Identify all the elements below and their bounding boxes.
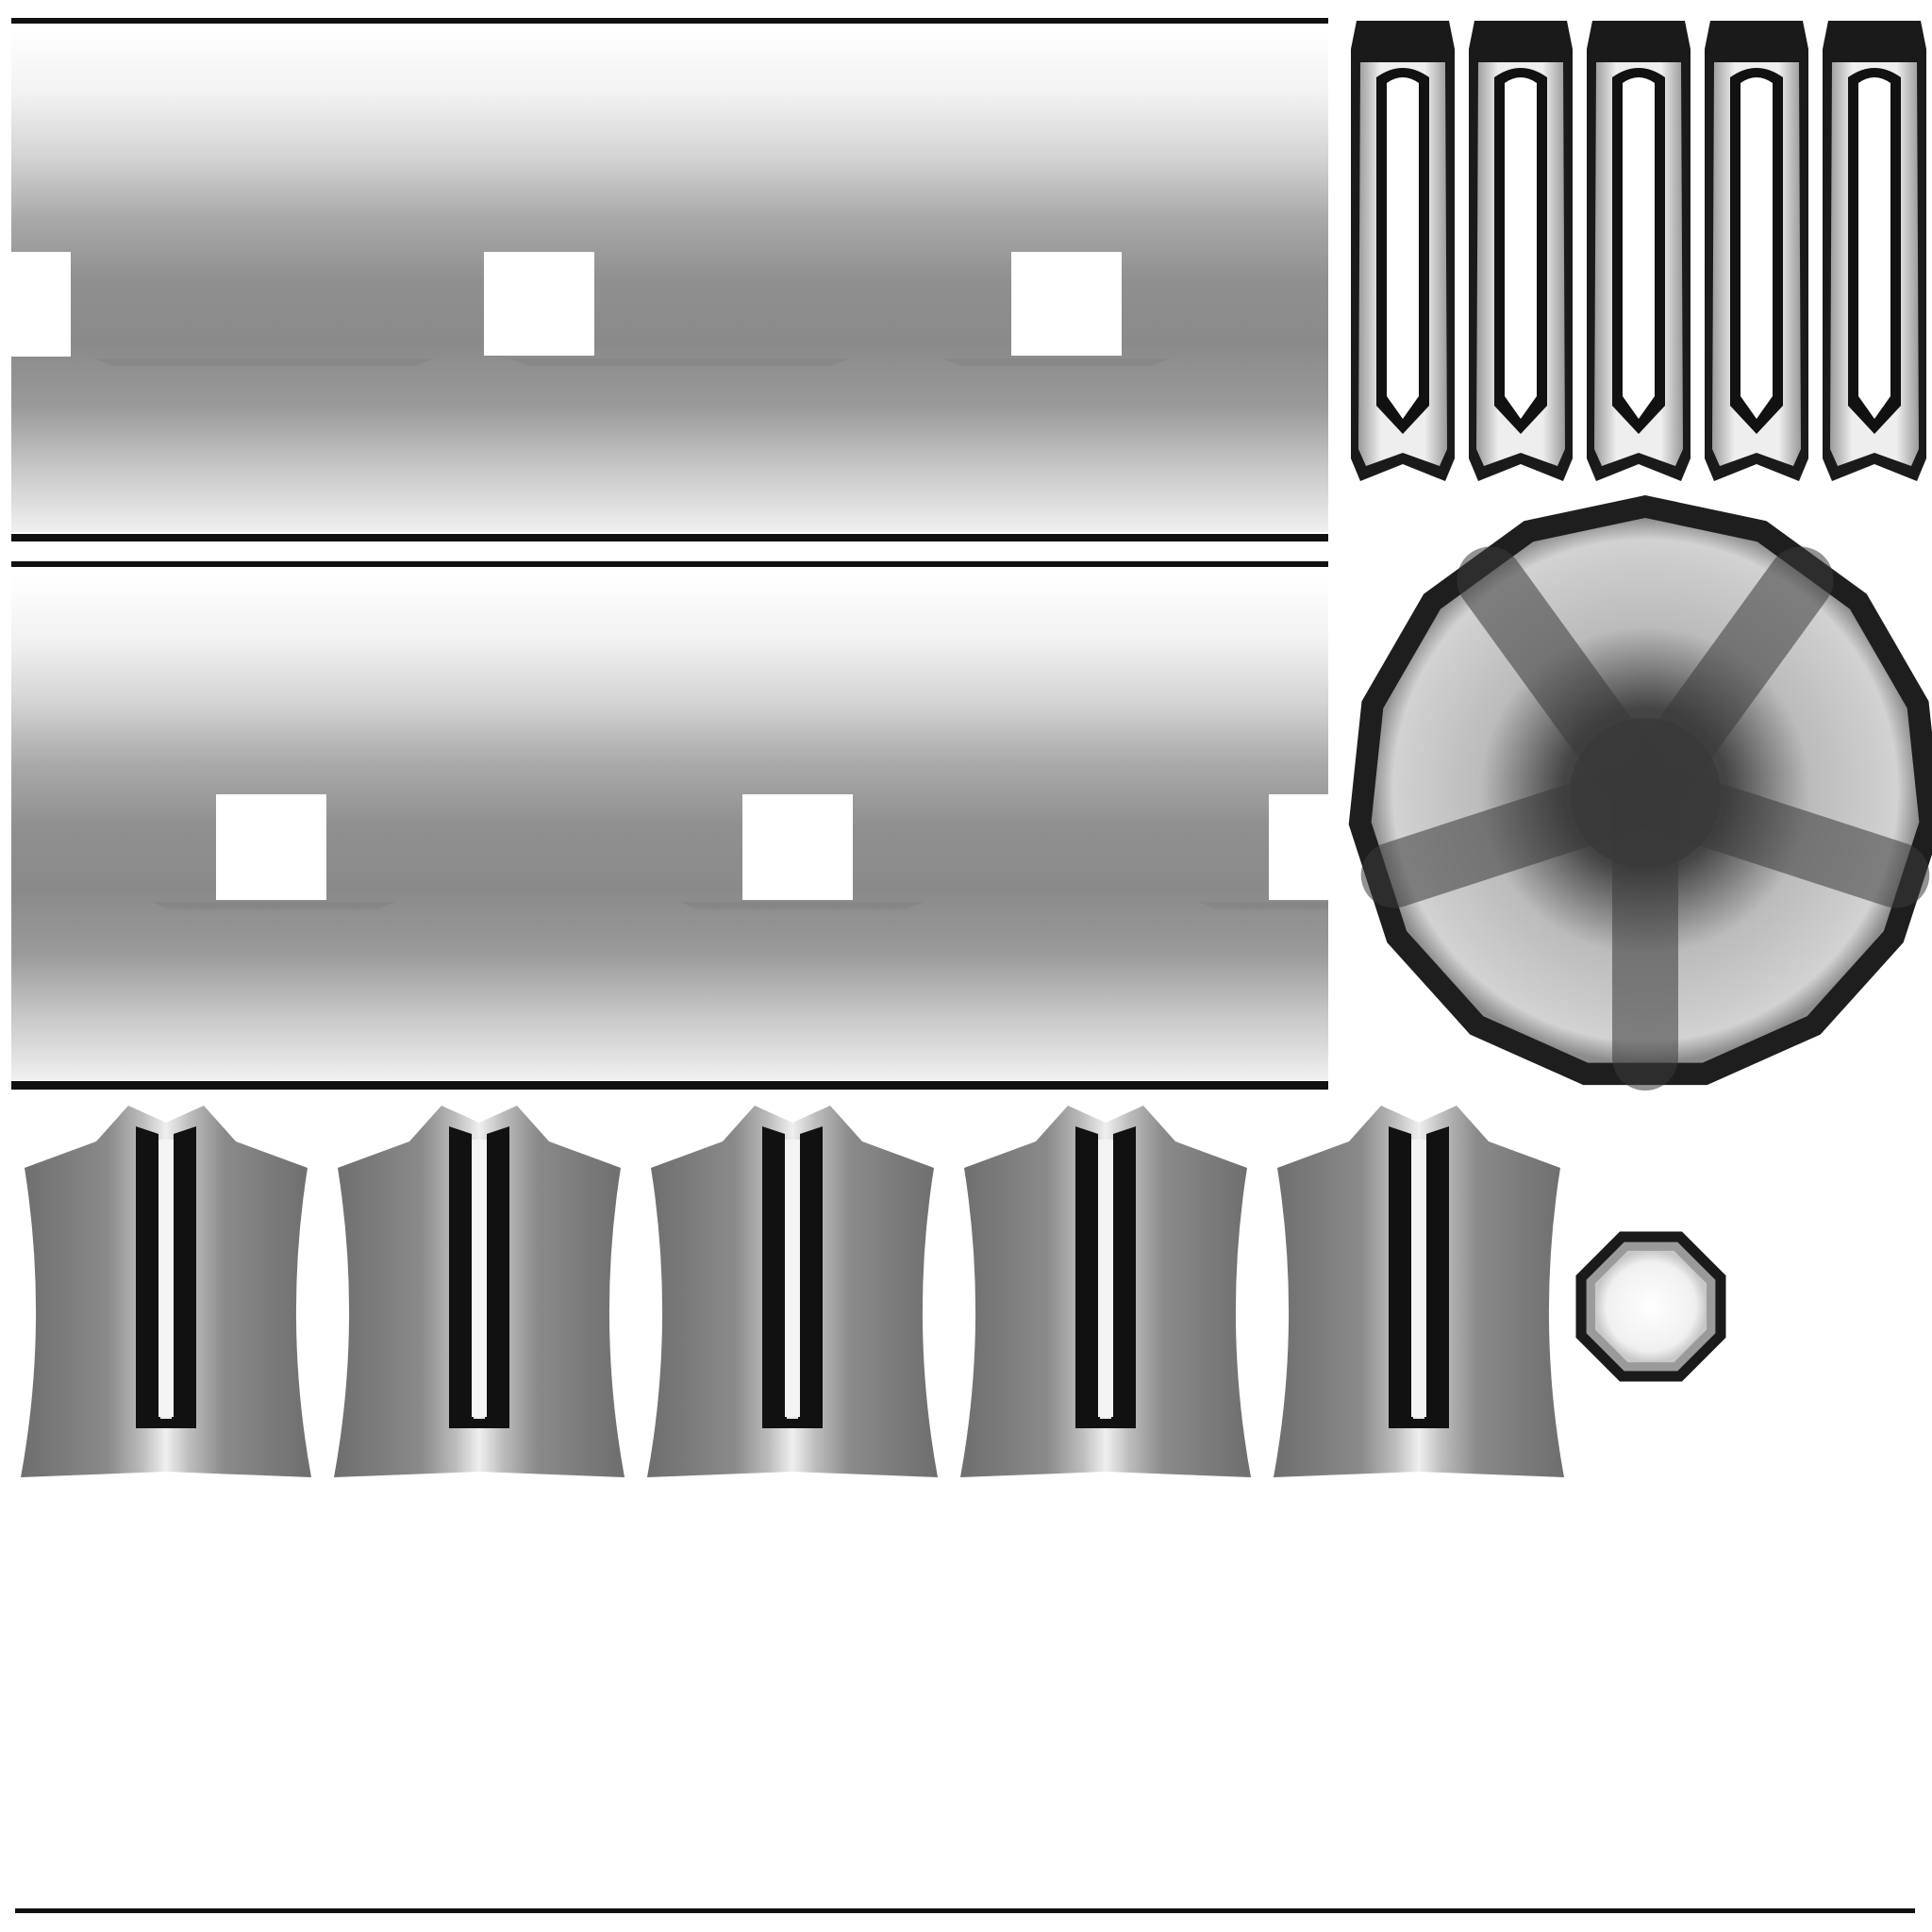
tab-slot-hole: [1623, 77, 1655, 419]
fin-groove: [449, 1126, 509, 1428]
rail-top-edge: [11, 18, 1328, 24]
fin-ridge: [1411, 1140, 1426, 1417]
disc-hub: [1570, 718, 1721, 869]
fin: [647, 1106, 938, 1477]
upper-rail: [11, 18, 1328, 541]
fin-groove: [136, 1126, 196, 1428]
slot-tab: [1587, 21, 1690, 481]
rail-body: [11, 575, 1328, 1080]
slot-tab: [1823, 21, 1926, 481]
slot-tab: [1351, 21, 1455, 481]
small-octagon: [1575, 1231, 1726, 1382]
rail-bottom-edge: [11, 1081, 1328, 1090]
disc-star-arms: [1360, 546, 1930, 1091]
square-hole: [216, 794, 326, 900]
slot-tabs: [1351, 21, 1926, 481]
slot-tab: [1469, 21, 1573, 481]
tab-slot-hole: [1505, 77, 1537, 419]
bottom-line: [15, 1908, 1915, 1913]
square-hole: [742, 794, 853, 900]
square-hole: [1269, 794, 1328, 900]
fin: [960, 1106, 1251, 1477]
square-hole: [11, 252, 71, 357]
tab-slot-hole: [1387, 77, 1419, 419]
fin-groove: [1389, 1126, 1449, 1428]
fin: [1274, 1106, 1564, 1477]
rail-shadow-streak: [94, 358, 434, 366]
rail-top-edge: [11, 561, 1328, 567]
fin-ridge: [785, 1140, 800, 1417]
fin-groove: [762, 1126, 823, 1428]
fin-ridge: [158, 1140, 174, 1417]
rail-shadow-streak: [509, 358, 849, 366]
fin-ridge: [1098, 1140, 1113, 1417]
rail-shadow-streak: [1198, 902, 1328, 909]
square-hole: [1011, 252, 1122, 356]
fin: [334, 1106, 625, 1477]
rail-shadow-streak: [151, 902, 396, 909]
rail-shadow-streak: [679, 902, 924, 909]
fin-groove: [1075, 1126, 1136, 1428]
square-hole: [484, 252, 594, 356]
rail-bottom-edge: [11, 534, 1328, 541]
tab-slot-hole: [1740, 77, 1773, 419]
fin-ridge: [472, 1140, 487, 1417]
rail-shadow-streak: [943, 358, 1170, 366]
fins: [21, 1106, 1564, 1477]
rail-body: [11, 31, 1328, 532]
slot-tab: [1705, 21, 1808, 481]
star-disc: [1348, 495, 1932, 1091]
tab-slot-hole: [1858, 77, 1890, 419]
fin: [21, 1106, 311, 1477]
lower-rail: [11, 561, 1328, 1090]
octagon-face: [1594, 1250, 1707, 1363]
